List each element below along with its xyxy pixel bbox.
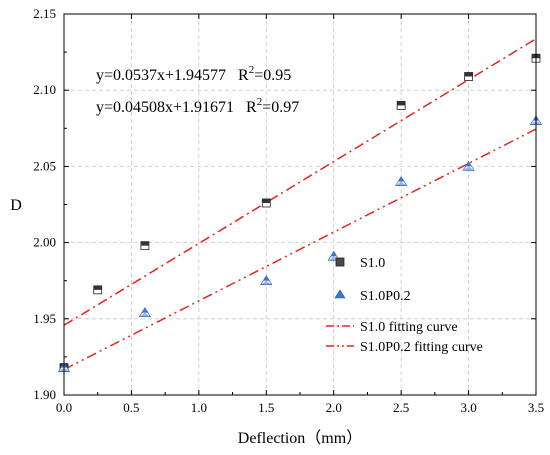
y-axis-title: D	[10, 197, 22, 214]
legend-label: S1.0	[360, 256, 385, 271]
fit-lines	[63, 38, 537, 371]
legend-label: S1.0P0.2 fitting curve	[360, 340, 483, 355]
y-tick-label: 1.95	[33, 311, 56, 326]
marker-triangle-shade	[463, 166, 475, 171]
x-tick-label: 0.5	[123, 400, 139, 415]
marker-square-fill	[93, 285, 102, 290]
x-tick-label: 3.5	[528, 400, 544, 415]
tick-labels: 0.0 0.5 1.0 1.5 2.0 2.5 3.0 3.5 1.90 1.95 2.00 2.05…	[33, 6, 544, 415]
legend-item-s1-0: S1.0	[335, 256, 385, 271]
marker-triangle-fill	[465, 161, 472, 167]
equation-s1-0: y=0.0537x+1.94577 R2=0.95	[96, 64, 291, 84]
marker-triangle-fill	[398, 176, 405, 182]
legend-item-s1-0-fit: S1.0 fitting curve	[326, 320, 458, 335]
y-tick-label: 2.15	[33, 6, 56, 21]
square-marker	[93, 285, 103, 295]
marker-triangle-shade	[260, 280, 272, 285]
legend-item-s1-0p0-2: S1.0P0.2	[334, 289, 411, 304]
square-marker	[261, 198, 271, 208]
triangle-marker	[395, 176, 408, 186]
legend-triangle-marker	[334, 289, 346, 299]
marker-triangle-shade	[139, 312, 151, 317]
x-tick-label: 1.5	[258, 400, 274, 415]
x-tick-label: 0.0	[56, 400, 72, 415]
marker-square-fill	[397, 101, 406, 106]
fit-line	[63, 38, 537, 326]
y-tick-label: 2.00	[33, 235, 56, 250]
x-tick-label: 1.0	[191, 400, 207, 415]
legend: S1.0 S1.0P0.2 S1.0 fitting curve S1.0P0.…	[326, 256, 483, 355]
legend-square-marker	[335, 257, 345, 267]
legend-label: S1.0 fitting curve	[360, 320, 458, 335]
plot-area	[64, 14, 536, 395]
y-tick-label: 2.05	[33, 158, 56, 173]
x-tick-label: 2.0	[326, 400, 342, 415]
triangle-marker	[138, 307, 151, 318]
square-marker	[396, 101, 406, 110]
marker-square-fill	[140, 241, 149, 246]
equation-s1-0p0-2: y=0.04508x+1.91671 R2=0.97	[96, 96, 299, 116]
x-tick-label: 3.0	[460, 400, 476, 415]
y-tick-label: 1.90	[33, 387, 56, 402]
marker-triangle-fill	[330, 251, 337, 257]
legend-label: S1.0P0.2	[360, 289, 411, 304]
triangle-marker	[260, 275, 273, 286]
axis-ticks	[63, 13, 537, 396]
triangle-marker	[462, 160, 475, 171]
marker-triangle-fill	[141, 307, 148, 313]
y-tick-label: 2.10	[33, 82, 56, 97]
square-marker	[140, 241, 150, 251]
legend-item-s1-0p0-2-fit: S1.0P0.2 fitting curve	[326, 340, 483, 355]
marker-triangle-fill	[263, 275, 270, 281]
marker-square-fill	[464, 72, 473, 77]
square-marker	[464, 72, 473, 81]
x-axis-title: Deflection（mm）	[238, 429, 362, 447]
x-tick-label: 2.5	[393, 400, 409, 415]
fit-line	[63, 128, 537, 371]
marker-triangle-shade	[395, 181, 407, 186]
marker-square-fill	[262, 198, 271, 203]
